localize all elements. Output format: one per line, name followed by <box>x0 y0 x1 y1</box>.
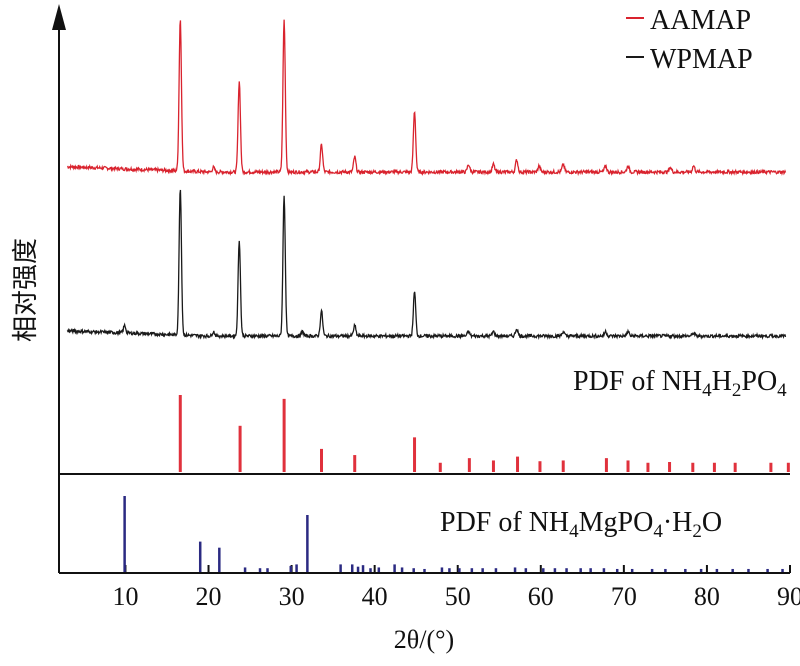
x-tick-label: 40 <box>362 582 388 611</box>
reference-layer <box>123 395 790 572</box>
legend-label-aamap: AAMAP <box>650 5 751 36</box>
x-tick-label: 50 <box>445 582 471 611</box>
legend-item-aamap: AAMAP <box>626 5 751 36</box>
legend: AAMAP WPMAP <box>626 5 753 75</box>
x-tick-label: 70 <box>611 582 637 611</box>
series-line-wpmap <box>66 189 787 341</box>
x-tick-label: 10 <box>112 582 138 611</box>
x-tick-label: 90 <box>777 582 800 611</box>
y-axis-label: 相对强度 <box>11 238 41 342</box>
x-tick-label: 80 <box>694 582 720 611</box>
y-axis-arrow <box>52 4 66 30</box>
series-layer <box>66 19 787 341</box>
series-line-aamap <box>67 19 787 177</box>
x-tick-label: 20 <box>196 582 222 611</box>
x-ticks: 10 20 30 40 50 60 70 80 90 <box>112 565 800 611</box>
x-tick-label: 30 <box>279 582 305 611</box>
x-tick-label: 60 <box>528 582 554 611</box>
reference-label-struvite: PDF of NH4MgPO4·H2O <box>440 507 722 542</box>
axes: 10 20 30 40 50 60 70 80 90 <box>52 4 800 611</box>
reference-label-nh4h2po4: PDF of NH4H2PO4 <box>573 366 787 401</box>
legend-item-wpmap: WPMAP <box>626 44 753 75</box>
legend-label-wpmap: WPMAP <box>650 44 753 75</box>
x-axis-label: 2θ/(°) <box>394 625 454 654</box>
